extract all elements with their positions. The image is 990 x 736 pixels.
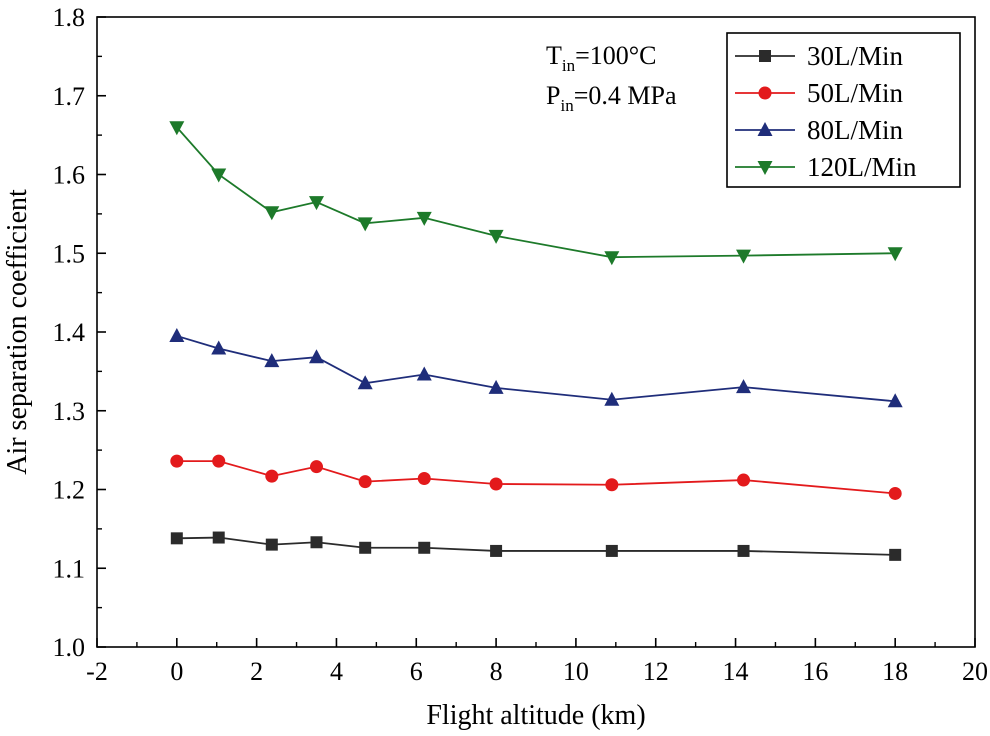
data-point: [416, 211, 432, 226]
pressure-annotation: Pin=0.4 MPa: [546, 81, 677, 115]
data-point: [889, 548, 902, 561]
legend-item: 80L/Min: [735, 115, 904, 145]
legend-marker: [758, 86, 772, 100]
data-point: [358, 475, 372, 489]
legend-item: 120L/Min: [735, 152, 917, 182]
data-point: [169, 121, 185, 136]
pressure-subscript: in: [560, 96, 574, 115]
x-tick-label: 14: [723, 657, 749, 686]
data-point: [416, 366, 432, 381]
temperature-annotation: Tin=100°C: [546, 41, 657, 75]
data-point: [170, 532, 183, 545]
data-point: [605, 544, 618, 557]
x-tick-label: 0: [170, 657, 183, 686]
data-point: [265, 538, 278, 551]
data-point: [211, 340, 227, 355]
data-point: [264, 353, 280, 368]
y-axis-title: Air separation coefficient: [2, 189, 33, 475]
x-tick-label: 12: [643, 657, 669, 686]
data-point: [211, 168, 227, 183]
data-point: [417, 471, 431, 485]
data-point: [737, 473, 751, 487]
data-point: [605, 478, 619, 492]
data-point: [170, 454, 184, 468]
data-point: [887, 393, 903, 408]
y-tick-label: 1.2: [53, 476, 86, 505]
data-point: [604, 391, 620, 406]
y-tick-label: 1.4: [53, 318, 86, 347]
temperature-symbol: T: [546, 41, 562, 70]
y-tick-label: 1.8: [53, 3, 86, 32]
legend-marker: [759, 50, 771, 62]
temperature-subscript: in: [562, 56, 576, 75]
data-point: [418, 541, 431, 554]
x-tick-label: 2: [250, 657, 263, 686]
data-point: [357, 375, 373, 390]
data-point: [212, 531, 225, 544]
series-line: [176, 460, 896, 495]
x-tick-label: 8: [490, 657, 503, 686]
legend-label: 30L/Min: [807, 41, 904, 71]
data-point: [309, 349, 324, 364]
legend-marker: [757, 122, 773, 136]
data-point: [359, 541, 372, 554]
data-point: [489, 477, 503, 491]
data-point: [310, 536, 323, 549]
temperature-value: =100°C: [575, 41, 656, 70]
legend-marker: [757, 161, 773, 175]
pressure-value: =0.4 MPa: [574, 81, 677, 110]
y-tick-label: 1.3: [53, 397, 86, 426]
conditions-annotation: Tin=100°C Pin=0.4 MPa: [546, 41, 677, 115]
y-tick-label: 1.0: [53, 633, 86, 662]
legend-label: 80L/Min: [807, 115, 904, 145]
series-line: [176, 126, 896, 259]
data-point: [490, 544, 503, 557]
legend-label: 120L/Min: [807, 152, 917, 182]
data-point: [357, 217, 373, 232]
y-tick-label: 1.6: [53, 161, 86, 190]
data-point: [736, 249, 752, 264]
series-80l-min: [169, 327, 903, 408]
data-point: [888, 486, 902, 500]
data-point: [488, 379, 504, 394]
data-point: [264, 206, 280, 221]
x-tick-label: 10: [563, 657, 589, 686]
series-line: [176, 335, 896, 403]
x-tick-label: -2: [86, 657, 108, 686]
data-point: [604, 251, 620, 266]
x-tick-label: 20: [962, 657, 988, 686]
data-point: [212, 454, 226, 468]
data-point: [265, 469, 279, 483]
pressure-symbol: P: [546, 81, 560, 110]
x-tick-label: 4: [330, 657, 343, 686]
series-30l-min: [170, 531, 902, 561]
axes-layer: -2 0 2 4 6 8 10 12 14 16 18 20 1.0 1.1 1.2 1.3 1.4 1.5 1.6…: [53, 3, 989, 686]
legend: 30L/Min 50L/Min 80L/Min 120L/Min: [726, 32, 961, 188]
data-point: [737, 544, 750, 557]
y-tick-label: 1.5: [53, 239, 86, 268]
x-tick-label: 6: [410, 657, 423, 686]
legend-label: 50L/Min: [807, 78, 904, 108]
y-tick-label: 1.7: [53, 82, 86, 111]
series-line: [176, 536, 896, 556]
series-50l-min: [170, 454, 902, 500]
x-tick-label: 16: [802, 657, 828, 686]
series-120l-min: [169, 121, 903, 266]
data-point: [169, 327, 185, 342]
x-tick-label: 18: [882, 657, 908, 686]
data-point: [488, 229, 504, 244]
data-point: [309, 196, 324, 211]
series-layer: [169, 121, 903, 561]
data-point: [310, 460, 323, 474]
y-tick-label: 1.1: [53, 554, 86, 583]
data-point: [736, 379, 752, 394]
legend-item: 30L/Min: [735, 41, 904, 71]
data-point: [887, 247, 903, 262]
legend-item: 50L/Min: [735, 78, 904, 108]
x-axis-title: Flight altitude (km): [426, 700, 645, 731]
